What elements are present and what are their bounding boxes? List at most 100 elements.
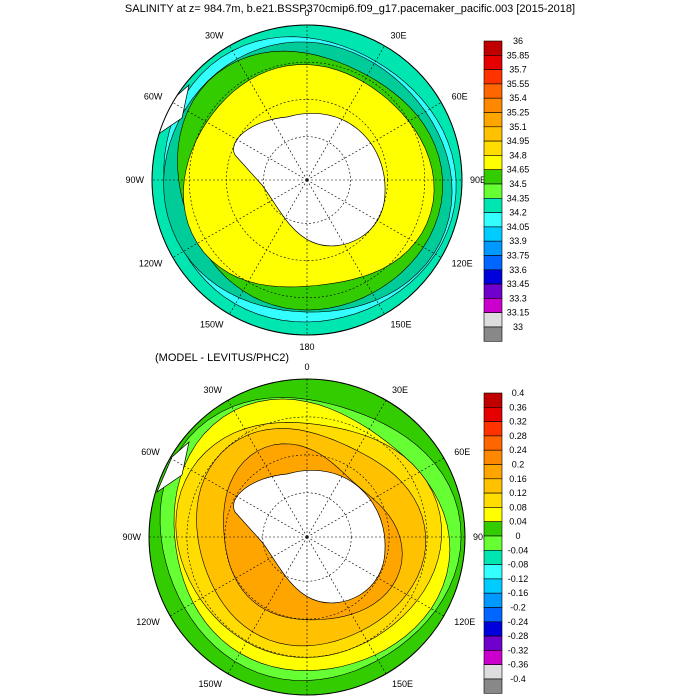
colorbar-label: -0.08: [508, 560, 529, 570]
colorbar-label: 0.24: [509, 445, 527, 455]
colorbar-label: 35.1: [509, 122, 527, 132]
colorbar-swatch: [483, 621, 503, 637]
colorbar-label: 34.8: [509, 150, 527, 160]
colorbar-swatch: [483, 83, 503, 99]
longitude-label-150e: 150E: [391, 320, 412, 330]
colorbar-label: 34.5: [509, 179, 527, 189]
longitude-label-90e: 90E: [473, 532, 489, 542]
colorbar-swatch: [483, 478, 503, 494]
colorbar-swatch: [483, 198, 503, 213]
longitude-label-0: 0: [304, 8, 309, 18]
colorbar-label: 0.28: [509, 431, 527, 441]
meridian-line: [229, 45, 308, 181]
colorbar-swatch: [483, 169, 503, 185]
colorbar-label: -0.04: [508, 545, 529, 555]
colorbar-salinity: 36 35.85 35.7 35.55 35.4 35.25 35.1 34.95 34.8 34…: [483, 36, 530, 342]
colorbar-swatch: [483, 112, 503, 128]
colorbar-label: 33.3: [509, 293, 527, 303]
colorbar-label: -0.12: [508, 574, 529, 584]
longitude-label-60e: 60E: [452, 92, 468, 102]
meridian-line: [306, 179, 385, 315]
colorbar-swatch: [483, 592, 503, 608]
colorbar-swatch: [483, 607, 503, 623]
colorbar-swatch: [483, 421, 503, 437]
longitude-label-150e: 150E: [392, 679, 413, 689]
colorbar-label: 0.08: [509, 502, 527, 512]
longitude-label-30e: 30E: [392, 385, 408, 395]
colorbar-label: 0.16: [509, 474, 527, 484]
colorbar-swatch: [483, 69, 503, 85]
latitude-circle: [224, 454, 390, 620]
colorbar-label: 33.75: [507, 251, 530, 261]
colorbar-swatch: [483, 521, 503, 537]
colorbar-swatch: [483, 97, 503, 113]
colorbar-swatch: [483, 155, 503, 170]
colorbar-label: 35.4: [509, 93, 527, 103]
longitude-label-120w: 120W: [139, 259, 163, 269]
colorbar-label: 0.4: [512, 388, 525, 398]
latitude-circle: [263, 136, 351, 224]
longitude-label-0: 0: [304, 362, 309, 372]
longitude-label-30w: 30W: [203, 385, 222, 395]
colorbar-swatch: [483, 406, 503, 422]
polar-map-difference: 030E60E90E120E150E180150W120W90W60W30W0.…: [122, 362, 529, 696]
longitude-label-90w: 90W: [125, 175, 144, 185]
longitude-label-60w: 60W: [141, 447, 160, 457]
colorbar-label: 0: [515, 531, 520, 541]
colorbar-label: 33: [513, 322, 523, 332]
colorbar-swatch: [483, 40, 503, 56]
colorbar-label: 34.2: [509, 208, 527, 218]
colorbar-label: 33.9: [509, 236, 527, 246]
colorbar-label: 35.55: [507, 79, 530, 89]
colorbar-label: 35.85: [507, 50, 530, 60]
longitude-label-150w: 150W: [198, 679, 222, 689]
colorbar-label: 34.35: [507, 193, 530, 203]
colorbar-swatch: [483, 392, 503, 408]
longitude-label-150w: 150W: [200, 320, 224, 330]
longitude-label-60e: 60E: [454, 447, 470, 457]
colorbar-label: 33.6: [509, 265, 527, 275]
colorbar-difference: 0.4 0.36 0.32 0.28 0.24 0.2 0.16 0.12 0.08 0.04 0 -…: [483, 388, 529, 694]
map-field: [149, 379, 465, 695]
colorbar-swatch: [483, 507, 503, 522]
meridian-line: [306, 102, 442, 181]
longitude-label-90e: 90E: [470, 175, 486, 185]
meridian-line: [172, 102, 308, 181]
colorbar-swatch: [483, 678, 503, 694]
colorbar-swatch: [483, 650, 503, 666]
map-border: [151, 24, 463, 336]
colorbar-label: -0.4: [510, 674, 526, 684]
colorbar-swatch: [483, 240, 503, 256]
colorbar-swatch: [483, 635, 503, 651]
colorbar-swatch: [483, 54, 503, 70]
colorbar-swatch: [483, 578, 503, 594]
colorbar-swatch: [483, 183, 503, 199]
colorbar-swatch: [483, 226, 503, 242]
colorbar-swatch: [483, 535, 503, 551]
colorbar-swatch: [483, 269, 503, 285]
colorbar-swatch: [483, 435, 503, 451]
colorbar-label: 33.45: [507, 279, 530, 289]
meridian-line: [306, 45, 385, 181]
colorbar-swatch: [483, 326, 503, 342]
colorbar-label: 34.65: [507, 165, 530, 175]
colorbar-swatch: [483, 298, 503, 313]
colorbar-label: 35.7: [509, 65, 527, 75]
antarctica-land: [233, 469, 386, 604]
plot-title: SALINITY at z= 984.7m, b.e21.BSSP370cmip…: [124, 3, 576, 15]
longitude-label-30w: 30W: [205, 30, 224, 40]
colorbar-label: -0.36: [508, 660, 529, 670]
longitude-label-90w: 90W: [122, 532, 141, 542]
colorbar-label: 0.2: [512, 460, 525, 470]
colorbar-swatch: [483, 126, 503, 142]
colorbar-label: 0.12: [509, 488, 527, 498]
map-border: [148, 378, 466, 696]
colorbar-swatch: [483, 140, 503, 156]
colorbar-label: 35.25: [507, 108, 530, 118]
plot-subtitle: (MODEL - LEVITUS/PHC2): [155, 352, 290, 364]
longitude-label-120w: 120W: [136, 617, 160, 627]
colorbar-swatch: [483, 564, 503, 580]
longitude-label-60w: 60W: [144, 92, 163, 102]
longitude-label-30e: 30E: [391, 30, 407, 40]
